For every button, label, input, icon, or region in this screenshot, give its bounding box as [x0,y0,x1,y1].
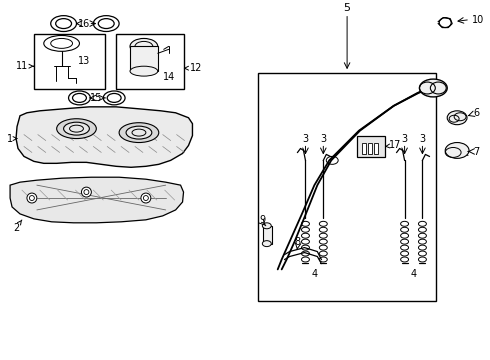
Text: 3: 3 [419,134,425,144]
Bar [258,73,436,301]
Ellipse shape [81,187,91,197]
Bar [263,226,272,244]
Bar [362,143,366,154]
Text: 12: 12 [184,63,203,73]
Polygon shape [16,107,193,167]
Ellipse shape [130,66,158,76]
Ellipse shape [262,240,271,247]
Text: 16: 16 [78,19,91,28]
Text: 9: 9 [260,215,266,225]
Ellipse shape [27,193,37,203]
Ellipse shape [130,39,158,54]
Polygon shape [10,177,184,223]
Ellipse shape [119,123,159,143]
Text: 3: 3 [320,134,326,144]
Text: 1: 1 [7,134,17,144]
Bar [357,136,385,157]
Bar [130,46,158,71]
Text: 14: 14 [163,72,175,82]
Ellipse shape [126,126,152,139]
Text: 4: 4 [311,269,318,279]
Text: 7: 7 [473,148,479,157]
Text: 8: 8 [294,237,300,247]
Text: 10: 10 [472,15,484,24]
Text: 4: 4 [411,269,416,279]
Ellipse shape [419,79,447,97]
Bar [116,35,184,89]
Text: 2: 2 [13,220,22,233]
Ellipse shape [445,143,469,158]
Text: 13: 13 [78,56,91,66]
Ellipse shape [57,119,97,139]
Text: 3: 3 [302,134,309,144]
Text: 17: 17 [386,140,401,150]
Ellipse shape [64,122,89,135]
Bar [368,143,372,154]
Bar [34,35,105,89]
Text: 3: 3 [401,134,408,144]
Text: 6: 6 [473,108,479,118]
Ellipse shape [141,193,151,203]
Text: 11: 11 [16,61,34,71]
Ellipse shape [447,111,467,125]
Text: 5: 5 [343,3,351,13]
Bar [374,143,378,154]
Ellipse shape [262,223,271,229]
Text: 15: 15 [90,93,102,103]
